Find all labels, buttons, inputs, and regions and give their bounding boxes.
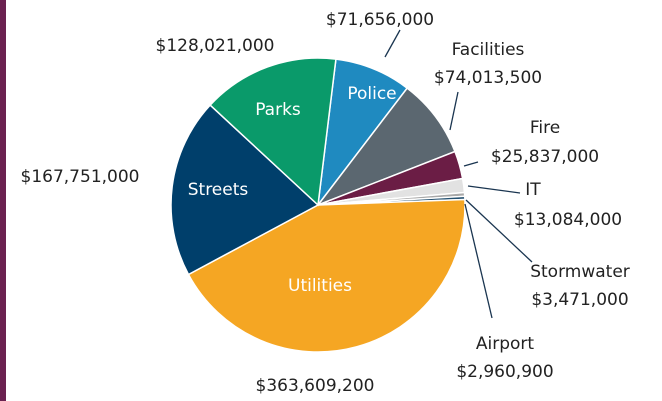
value-label: $74,013,500 xyxy=(434,68,542,88)
value-label: $25,837,000 xyxy=(491,147,599,167)
leader-line xyxy=(463,161,479,167)
value-label: $71,656,000 xyxy=(326,10,434,30)
slice-name: Police xyxy=(347,84,396,104)
pie xyxy=(170,57,466,353)
value-label: $3,471,000 xyxy=(531,290,628,310)
pie-slice xyxy=(170,104,320,276)
slice-name: Stormwater xyxy=(530,262,630,282)
value-label: $13,084,000 xyxy=(514,210,622,230)
slice-name: Fire xyxy=(530,118,560,138)
value-label: $363,609,200 xyxy=(256,376,375,396)
leader-line xyxy=(467,185,521,194)
slice-name: Parks xyxy=(255,100,301,120)
leader-line xyxy=(449,91,459,131)
leader-line xyxy=(464,203,493,319)
slice-name: Streets xyxy=(188,180,249,200)
value-label: $167,751,000 xyxy=(21,167,140,187)
slice-name: Facilities xyxy=(452,40,525,60)
leader-line xyxy=(384,29,401,58)
slice-name: Airport xyxy=(476,334,535,354)
side-stripe xyxy=(0,0,6,401)
slice-name: IT xyxy=(525,180,541,200)
value-label: $128,021,000 xyxy=(156,36,275,56)
slice-name: Utilities xyxy=(288,276,352,296)
value-label: $2,960,900 xyxy=(456,362,553,382)
pie-slice xyxy=(209,57,337,207)
leader-line xyxy=(465,199,533,263)
